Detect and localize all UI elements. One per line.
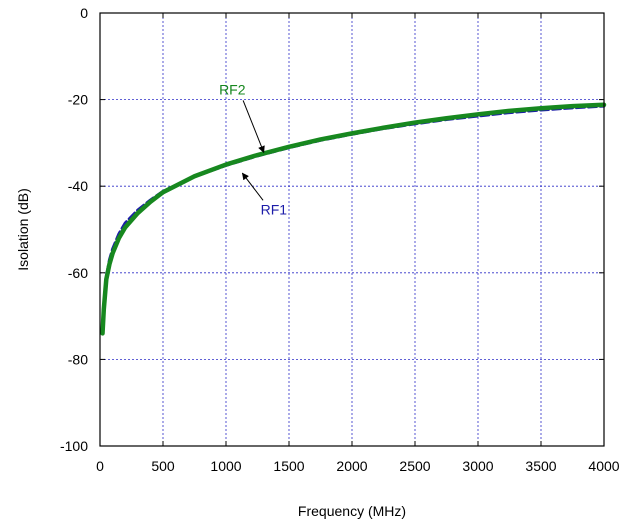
annotation-arrow-rf1 <box>241 172 264 201</box>
annotations: RF2 RF1 <box>219 81 287 217</box>
x-tick-label: 2500 <box>399 458 430 474</box>
x-axis-label: Frequency (MHz) <box>298 503 406 519</box>
x-tick-label: 4000 <box>588 458 619 474</box>
y-tick-label: 0 <box>80 5 88 21</box>
x-tick-label: 1500 <box>273 458 304 474</box>
y-tick-label: -100 <box>60 438 88 454</box>
y-tick-label: -40 <box>68 178 88 194</box>
x-tick-label: 500 <box>151 458 175 474</box>
axis-ticks: 0 500 1000 1500 2000 2500 3000 3500 4000 0 -20 -40 -… <box>60 5 620 474</box>
annotation-arrow-rf2 <box>242 100 265 154</box>
y-tick-label: -20 <box>68 92 88 108</box>
series-line-rf2 <box>100 102 607 336</box>
x-tick-label: 0 <box>96 458 104 474</box>
grid-lines <box>100 13 604 446</box>
x-tick-label: 1000 <box>210 458 241 474</box>
y-axis-label: Isolation (dB) <box>15 188 31 270</box>
y-tick-label: -60 <box>68 265 88 281</box>
series-line-rf1 <box>101 104 606 335</box>
annotation-label-rf2: RF2 <box>219 81 246 97</box>
y-tick-label: -80 <box>68 351 88 367</box>
x-tick-label: 2000 <box>336 458 367 474</box>
x-tick-label: 3500 <box>525 458 556 474</box>
annotation-label-rf1: RF1 <box>261 201 288 217</box>
series-lines <box>100 102 607 336</box>
x-tick-label: 3000 <box>462 458 493 474</box>
